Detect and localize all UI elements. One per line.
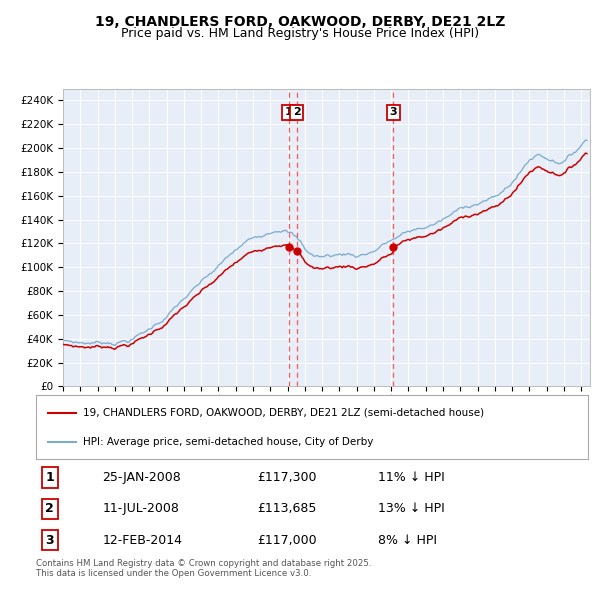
Text: 13% ↓ HPI: 13% ↓ HPI (378, 502, 445, 515)
Text: 19, CHANDLERS FORD, OAKWOOD, DERBY, DE21 2LZ (semi-detached house): 19, CHANDLERS FORD, OAKWOOD, DERBY, DE21… (83, 408, 484, 418)
Text: 19, CHANDLERS FORD, OAKWOOD, DERBY, DE21 2LZ: 19, CHANDLERS FORD, OAKWOOD, DERBY, DE21… (95, 15, 505, 29)
Text: 8% ↓ HPI: 8% ↓ HPI (378, 534, 437, 547)
Text: £117,000: £117,000 (257, 534, 316, 547)
Text: 1: 1 (46, 471, 54, 484)
Text: 2: 2 (293, 107, 301, 117)
Text: 3: 3 (46, 534, 54, 547)
Text: HPI: Average price, semi-detached house, City of Derby: HPI: Average price, semi-detached house,… (83, 437, 373, 447)
Text: 1: 1 (285, 107, 293, 117)
Text: £117,300: £117,300 (257, 471, 316, 484)
Text: 12-FEB-2014: 12-FEB-2014 (102, 534, 182, 547)
Text: 25-JAN-2008: 25-JAN-2008 (102, 471, 181, 484)
Text: 3: 3 (389, 107, 397, 117)
Text: Price paid vs. HM Land Registry's House Price Index (HPI): Price paid vs. HM Land Registry's House … (121, 27, 479, 40)
Text: 2: 2 (46, 502, 54, 515)
Text: Contains HM Land Registry data © Crown copyright and database right 2025.
This d: Contains HM Land Registry data © Crown c… (36, 559, 371, 578)
Text: 11-JUL-2008: 11-JUL-2008 (102, 502, 179, 515)
Text: 11% ↓ HPI: 11% ↓ HPI (378, 471, 445, 484)
Text: £113,685: £113,685 (257, 502, 316, 515)
